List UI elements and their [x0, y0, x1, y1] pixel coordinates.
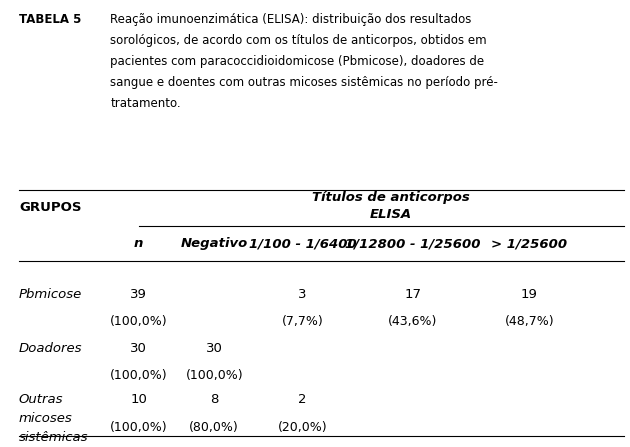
Text: TABELA 5: TABELA 5	[19, 13, 81, 26]
Text: (100,0%): (100,0%)	[110, 315, 168, 328]
Text: sorológicos, de acordo com os títulos de anticorpos, obtidos em: sorológicos, de acordo com os títulos de…	[110, 34, 487, 47]
Text: Pbmicose: Pbmicose	[19, 288, 82, 301]
Text: 10: 10	[130, 393, 147, 406]
Text: (80,0%): (80,0%)	[190, 421, 239, 434]
Text: 3: 3	[298, 288, 307, 301]
Text: (100,0%): (100,0%)	[110, 421, 168, 434]
Text: 1/100 - 1/6400: 1/100 - 1/6400	[248, 237, 357, 250]
Text: (100,0%): (100,0%)	[185, 369, 243, 382]
Text: Outras
micoses
sistêmicas: Outras micoses sistêmicas	[19, 393, 88, 444]
Text: n: n	[134, 237, 143, 250]
Text: 19: 19	[521, 288, 537, 301]
Text: (100,0%): (100,0%)	[110, 369, 168, 382]
Text: Títulos de anticorpos
ELISA: Títulos de anticorpos ELISA	[312, 190, 469, 221]
Text: tratamento.: tratamento.	[110, 97, 181, 110]
Text: 1/12800 - 1/25600: 1/12800 - 1/25600	[345, 237, 481, 250]
Text: 39: 39	[130, 288, 147, 301]
Text: 30: 30	[130, 342, 147, 355]
Text: (7,7%): (7,7%)	[282, 315, 323, 328]
Text: Negativo: Negativo	[181, 237, 248, 250]
Text: > 1/25600: > 1/25600	[491, 237, 567, 250]
Text: (48,7%): (48,7%)	[505, 315, 554, 328]
Text: GRUPOS: GRUPOS	[19, 201, 81, 215]
Text: 2: 2	[298, 393, 307, 406]
Text: 8: 8	[210, 393, 219, 406]
Text: Reação imunoenzimática (ELISA): distribuição dos resultados: Reação imunoenzimática (ELISA): distribu…	[110, 13, 472, 26]
Text: 17: 17	[404, 288, 421, 301]
Text: sangue e doentes com outras micoses sistêmicas no período pré-: sangue e doentes com outras micoses sist…	[110, 76, 498, 89]
Text: 30: 30	[206, 342, 222, 355]
Text: (43,6%): (43,6%)	[388, 315, 437, 328]
Text: Doadores: Doadores	[19, 342, 83, 355]
Text: pacientes com paracoccidioidomicose (Pbmicose), doadores de: pacientes com paracoccidioidomicose (Pbm…	[110, 55, 484, 68]
Text: (20,0%): (20,0%)	[278, 421, 327, 434]
